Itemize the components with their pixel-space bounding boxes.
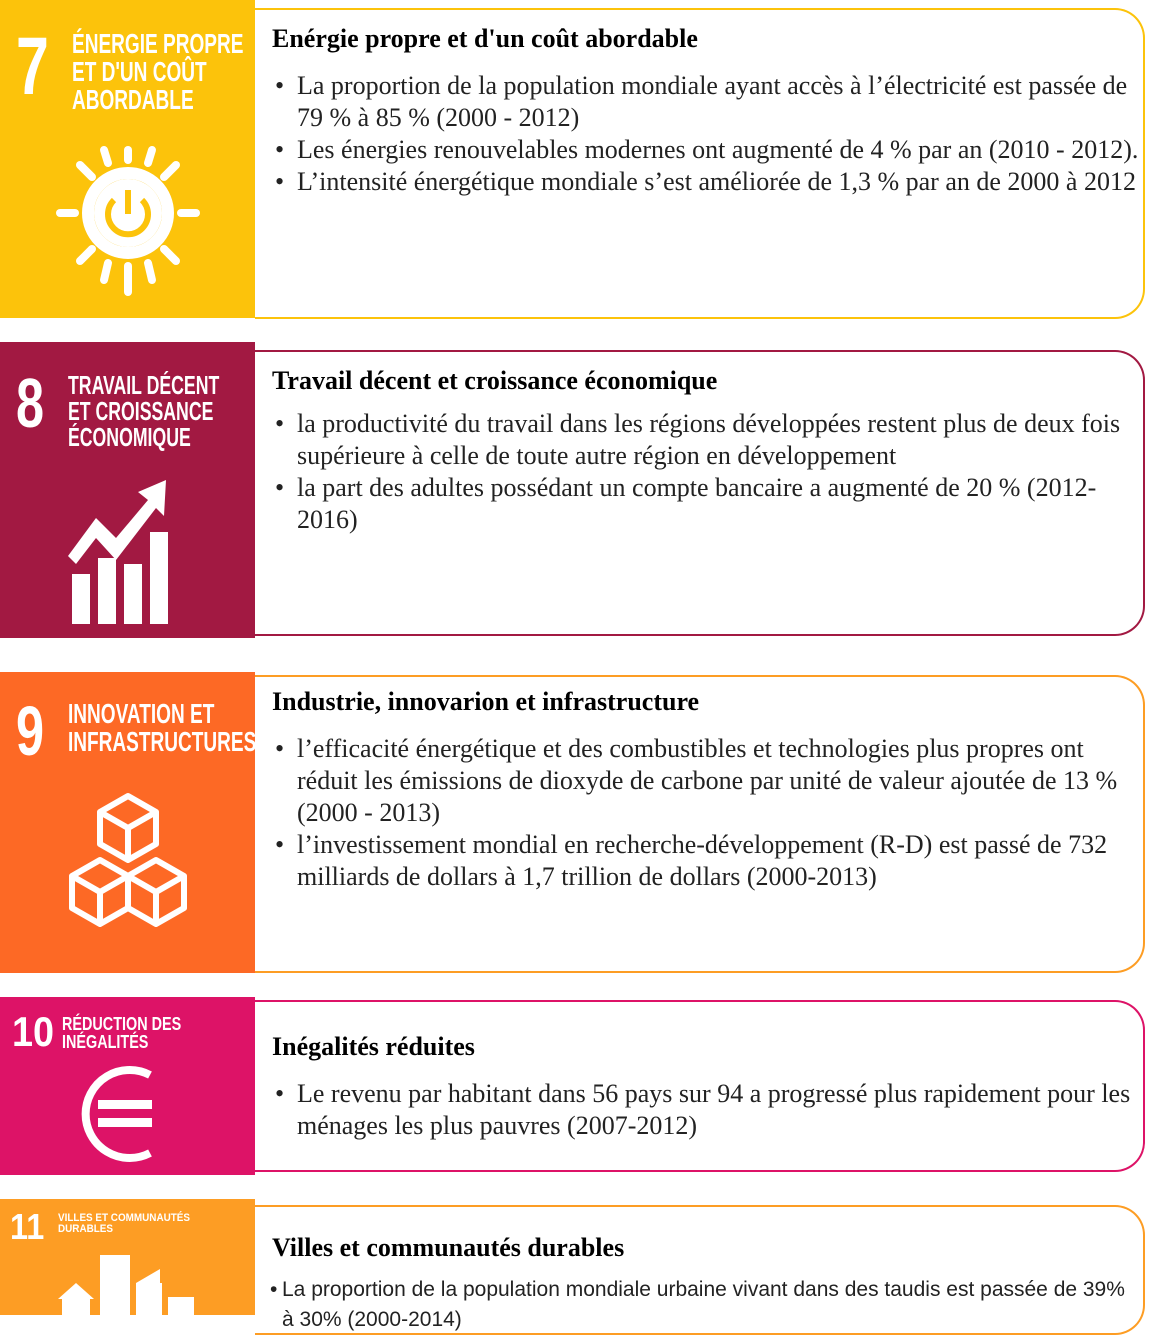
text-box: Villes et communautés durables La propor… (255, 1205, 1145, 1335)
tile-title: ÉNERGIE PROPRE ET D'UN COÛT ABORDABLE (72, 30, 243, 114)
bullet: l’efficacité énergétique et des combusti… (275, 733, 1139, 829)
tile: 8 TRAVAIL DÉCENT ET CROISSANCE ÉCONOMIQU… (0, 342, 255, 638)
tile-number: 10 (12, 1008, 55, 1055)
tile-number: 11 (10, 1206, 45, 1247)
bullet: la part des adultes possédant un compte … (275, 472, 1139, 536)
tile-title-line: ABORDABLE (72, 84, 194, 115)
bullet-list: l’efficacité énergétique et des combusti… (275, 733, 1139, 893)
tile-title-line: DURABLES (58, 1223, 114, 1235)
tile-title: RÉDUCTION DES INÉGALITÉS (62, 1015, 181, 1051)
tile-number: 7 (16, 21, 49, 112)
tile-title-line: INFRASTRUCTURES (68, 726, 255, 757)
section: 11 VILLES ET COMMUNAUTÉS DURABLES Villes… (0, 1199, 1149, 1335)
section-title: Inégalités réduites (272, 1032, 475, 1061)
section: 8 TRAVAIL DÉCENT ET CROISSANCE ÉCONOMIQU… (0, 342, 1149, 640)
tile-title-line: RÉDUCTION DES (62, 1014, 182, 1034)
section-title: Villes et communautés durables (272, 1233, 625, 1262)
bullet-list: Le revenu par habitant dans 56 pays sur … (275, 1078, 1139, 1142)
bullet: La proportion de la population mondiale … (275, 70, 1139, 134)
bullet: l’investissement mondial en recherche-dé… (275, 829, 1139, 893)
tile-title-line: ET CROISSANCE (68, 396, 214, 426)
tile-title-line: INNOVATION ET (68, 698, 215, 729)
section: 9 INNOVATION ET INFRASTRUCTURES Industri… (0, 672, 1149, 974)
section-title: Travail décent et croissance économique (272, 366, 718, 395)
tile-number: 8 (16, 364, 45, 442)
icon (81, 1066, 152, 1162)
icon (56, 146, 200, 296)
icon (58, 1255, 194, 1315)
tile: 11 VILLES ET COMMUNAUTÉS DURABLES (0, 1199, 255, 1315)
tile-title-line: ÉNERGIE PROPRE (72, 28, 244, 59)
section: 10 RÉDUCTION DES INÉGALITÉS Inégalités r… (0, 997, 1149, 1177)
section-title: Enérgie propre et d'un coût abordable (272, 24, 698, 53)
bullet-list: La proportion de la population mondiale … (270, 1275, 1139, 1335)
tile-title-line: INÉGALITÉS (62, 1032, 149, 1052)
tile: 7 ÉNERGIE PROPRE ET D'UN COÛT ABORDABLE (0, 0, 255, 318)
tile-title-line: TRAVAIL DÉCENT (68, 370, 220, 400)
text-box: Industrie, innovarion et infrastructure … (255, 675, 1145, 973)
tile-title: INNOVATION ET INFRASTRUCTURES (68, 700, 255, 756)
text-box: Inégalités réduites Le revenu par habita… (255, 1000, 1145, 1172)
text-box: Enérgie propre et d'un coût abordable La… (255, 8, 1145, 319)
bullet: Le revenu par habitant dans 56 pays sur … (275, 1078, 1139, 1142)
text-box: Travail décent et croissance économique … (255, 350, 1145, 636)
tile: 10 RÉDUCTION DES INÉGALITÉS (0, 997, 255, 1175)
bullet: la productivité du travail dans les régi… (275, 408, 1139, 472)
tile-number: 9 (16, 692, 45, 770)
section-title: Industrie, innovarion et infrastructure (272, 687, 700, 716)
bullet: La proportion de la population mondiale … (270, 1275, 1139, 1335)
tile-title-line: ÉCONOMIQUE (68, 422, 191, 452)
bullet: Les énergies renouvelables modernes ont … (275, 134, 1139, 166)
bullet: L’intensité énergétique mondiale s’est a… (275, 166, 1139, 198)
tile: 9 INNOVATION ET INFRASTRUCTURES (0, 672, 255, 973)
bullet-list: La proportion de la population mondiale … (275, 70, 1139, 198)
tile-title: VILLES ET COMMUNAUTÉS DURABLES (58, 1213, 190, 1235)
icon (69, 793, 187, 927)
bullet-list: la productivité du travail dans les régi… (275, 408, 1139, 536)
icon (68, 480, 168, 624)
tile-title-line: ET D'UN COÛT (72, 56, 207, 87)
tile-title: TRAVAIL DÉCENT ET CROISSANCE ÉCONOMIQUE (68, 372, 219, 450)
section: 7 ÉNERGIE PROPRE ET D'UN COÛT ABORDABLE … (0, 0, 1149, 320)
tile-title-line: VILLES ET COMMUNAUTÉS (58, 1212, 191, 1224)
